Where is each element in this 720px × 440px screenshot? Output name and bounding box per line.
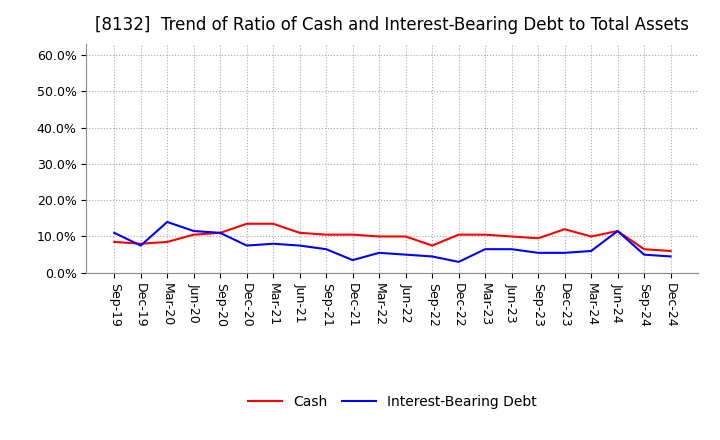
Interest-Bearing Debt	[666, 254, 675, 259]
Interest-Bearing Debt	[375, 250, 384, 256]
Cash	[136, 241, 145, 246]
Cash	[110, 239, 119, 245]
Cash	[428, 243, 436, 248]
Interest-Bearing Debt	[243, 243, 251, 248]
Cash	[454, 232, 463, 237]
Interest-Bearing Debt	[189, 228, 198, 234]
Legend: Cash, Interest-Bearing Debt: Cash, Interest-Bearing Debt	[242, 389, 543, 414]
Interest-Bearing Debt	[508, 246, 516, 252]
Cash	[666, 248, 675, 253]
Cash	[163, 239, 171, 245]
Interest-Bearing Debt	[401, 252, 410, 257]
Interest-Bearing Debt	[163, 219, 171, 224]
Interest-Bearing Debt	[560, 250, 569, 256]
Title: [8132]  Trend of Ratio of Cash and Interest-Bearing Debt to Total Assets: [8132] Trend of Ratio of Cash and Intere…	[95, 16, 690, 34]
Interest-Bearing Debt	[454, 259, 463, 264]
Interest-Bearing Debt	[481, 246, 490, 252]
Cash	[295, 230, 304, 235]
Cash	[587, 234, 595, 239]
Cash	[322, 232, 330, 237]
Interest-Bearing Debt	[295, 243, 304, 248]
Cash	[375, 234, 384, 239]
Line: Interest-Bearing Debt: Interest-Bearing Debt	[114, 222, 670, 262]
Interest-Bearing Debt	[534, 250, 542, 256]
Interest-Bearing Debt	[136, 243, 145, 248]
Interest-Bearing Debt	[613, 228, 622, 234]
Cash	[613, 228, 622, 234]
Interest-Bearing Debt	[269, 241, 277, 246]
Line: Cash: Cash	[114, 224, 670, 251]
Interest-Bearing Debt	[216, 230, 225, 235]
Interest-Bearing Debt	[348, 257, 357, 263]
Interest-Bearing Debt	[428, 254, 436, 259]
Interest-Bearing Debt	[640, 252, 649, 257]
Cash	[508, 234, 516, 239]
Interest-Bearing Debt	[110, 230, 119, 235]
Cash	[269, 221, 277, 227]
Cash	[640, 246, 649, 252]
Cash	[560, 227, 569, 232]
Cash	[401, 234, 410, 239]
Interest-Bearing Debt	[322, 246, 330, 252]
Cash	[534, 236, 542, 241]
Cash	[348, 232, 357, 237]
Cash	[243, 221, 251, 227]
Cash	[481, 232, 490, 237]
Cash	[216, 230, 225, 235]
Cash	[189, 232, 198, 237]
Interest-Bearing Debt	[587, 248, 595, 253]
